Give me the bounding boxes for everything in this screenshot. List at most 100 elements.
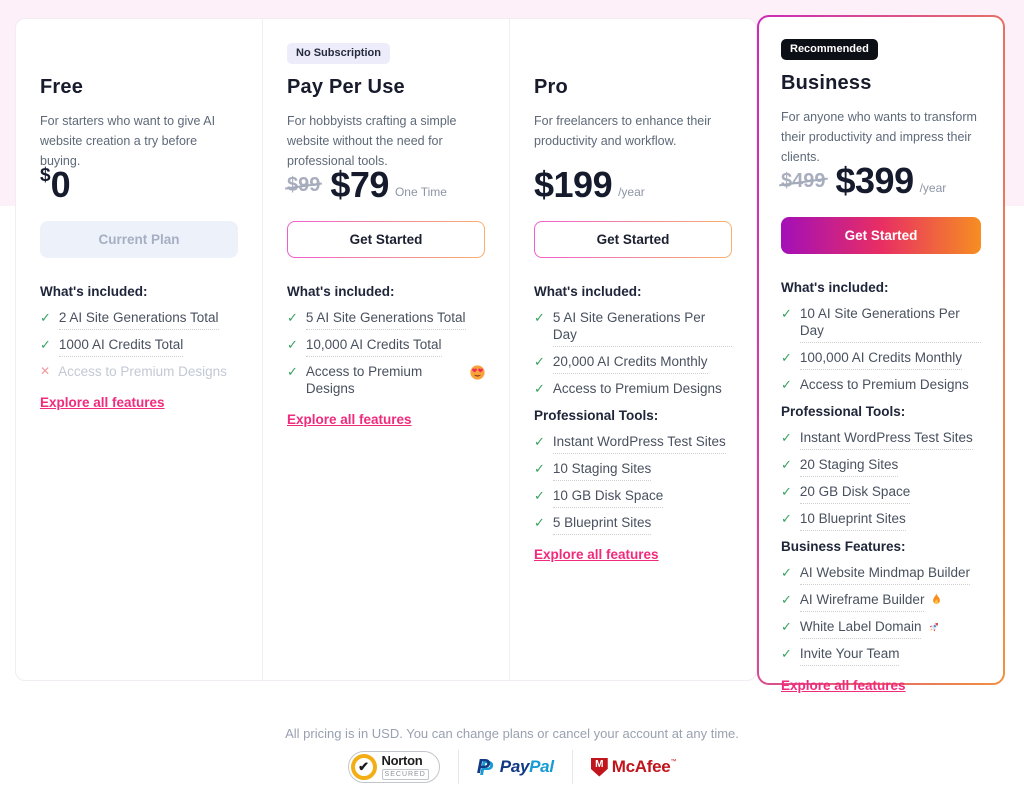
feature-item: ✓ Access to Premium Designs: [287, 363, 485, 400]
rocket-emoji: [926, 620, 941, 640]
heart-eyes-emoji: [470, 365, 485, 385]
plan-description: For anyone who wants to transform their …: [781, 110, 977, 164]
feature-list: ✓ 10 AI Site Generations Per Day ✓ 100,0…: [781, 305, 981, 396]
price: $99 $79 One Time: [287, 161, 485, 209]
fire-emoji: [929, 593, 944, 613]
feature-item-excluded: ✕ Access to Premium Designs: [40, 364, 227, 379]
feature-list: ✓ AI Website Mindmap Builder ✓ AI Wirefr…: [781, 564, 981, 666]
get-started-button[interactable]: Get Started: [287, 221, 485, 258]
feature-item: ✓ 10 Staging Sites: [534, 460, 732, 481]
pricing-note: All pricing is in USD. You can change pl…: [285, 726, 739, 741]
plan-title: Business: [781, 72, 872, 94]
plan-title: Pay Per Use: [287, 76, 405, 98]
plans-panel: Free For starters who want to give AI we…: [15, 18, 757, 681]
plan-description: For hobbyists crafting a simple website …: [287, 114, 457, 168]
plan-description: For starters who want to give AI website…: [40, 114, 216, 168]
price-amount: $79: [330, 164, 389, 205]
get-started-button[interactable]: Get Started: [534, 221, 732, 258]
feature-item: ✓ 10 GB Disk Space: [534, 487, 732, 508]
badge-slot: [534, 43, 732, 64]
plan-card-free: Free For starters who want to give AI we…: [16, 19, 262, 680]
mcafee-label: McAfee: [611, 757, 671, 776]
feature-item: ✓ Instant WordPress Test Sites: [781, 429, 981, 450]
price: $499 $399 /year: [781, 157, 981, 205]
check-icon: ✓: [781, 377, 792, 392]
section-heading: What's included:: [534, 284, 642, 299]
check-icon: ✓: [781, 306, 792, 321]
check-icon: ✓: [534, 354, 545, 369]
feature-item: ✓ 20 GB Disk Space: [781, 483, 981, 504]
check-icon: ✓: [534, 488, 545, 503]
current-plan-button[interactable]: Current Plan: [40, 221, 238, 258]
feature-item: ✓ 2 AI Site Generations Total: [40, 309, 238, 330]
check-icon: ✓: [781, 457, 792, 472]
badge-slot: [40, 43, 238, 64]
check-icon: ✓: [40, 310, 51, 325]
feature-item: ✓ 5 AI Site Generations Total: [287, 309, 485, 330]
feature-item: ✓ 20,000 AI Credits Monthly: [534, 353, 732, 374]
norton-check-icon: ✔: [350, 754, 377, 780]
check-icon: ✓: [40, 337, 51, 352]
paypal-label: Pay: [499, 757, 530, 776]
feature-list: ✓ Instant WordPress Test Sites ✓ 10 Stag…: [534, 433, 732, 535]
cross-icon: ✕: [40, 364, 51, 378]
feature-item: ✓ AI Wireframe Builder: [781, 591, 981, 612]
norton-secured-label: SECURED: [381, 769, 429, 780]
check-icon: ✓: [781, 619, 792, 634]
plan-title: Free: [40, 76, 84, 98]
feature-list: ✓ 2 AI Site Generations Total ✓ 1000 AI …: [40, 309, 238, 383]
explore-all-features-link[interactable]: Explore all features: [534, 547, 659, 562]
trademark-mark: ™: [670, 759, 677, 765]
feature-item: ✓ Access to Premium Designs: [781, 377, 969, 392]
check-icon: ✓: [287, 364, 298, 379]
badge-slot: Recommended: [781, 39, 981, 60]
price-amount: $399: [835, 160, 915, 201]
check-icon: ✓: [287, 337, 298, 352]
section-heading: What's included:: [287, 284, 395, 299]
check-icon: ✓: [534, 310, 545, 325]
plan-description: For freelancers to enhance their product…: [534, 114, 712, 148]
section-heading: What's included:: [40, 284, 148, 299]
price: $199 /year: [534, 161, 732, 209]
feature-item: ✓ 1000 AI Credits Total: [40, 336, 238, 357]
feature-item: ✓ 5 AI Site Generations Per Day: [534, 309, 732, 347]
section-heading: Professional Tools:: [534, 408, 659, 423]
price-amount: 0: [50, 164, 71, 205]
feature-item: ✓ 10,000 AI Credits Total: [287, 336, 485, 357]
check-icon: ✓: [781, 565, 792, 580]
explore-all-features-link[interactable]: Explore all features: [40, 395, 165, 410]
norton-secured-badge: ✔ Norton SECURED: [347, 751, 440, 783]
section-heading: What's included:: [781, 280, 889, 295]
check-icon: ✓: [781, 511, 792, 526]
explore-all-features-link[interactable]: Explore all features: [287, 412, 412, 427]
check-icon: ✓: [781, 430, 792, 445]
feature-list: ✓ 5 AI Site Generations Total ✓ 10,000 A…: [287, 309, 485, 400]
get-started-button[interactable]: Get Started: [781, 217, 981, 254]
check-icon: ✓: [287, 310, 298, 325]
check-icon: ✓: [534, 461, 545, 476]
no-subscription-badge: No Subscription: [287, 43, 390, 64]
section-heading: Professional Tools:: [781, 404, 906, 419]
explore-all-features-link[interactable]: Explore all features: [781, 678, 906, 693]
divider: [457, 750, 459, 784]
feature-list: ✓ 5 AI Site Generations Per Day ✓ 20,000…: [534, 309, 732, 400]
feature-item: ✓ Access to Premium Designs: [534, 381, 722, 396]
price-period: /year: [618, 185, 645, 199]
plan-card-business: Recommended Business For anyone who want…: [757, 15, 1005, 693]
paypal-icon: P P: [476, 756, 494, 780]
badge-slot: No Subscription: [287, 43, 485, 64]
recommended-badge: Recommended: [781, 39, 878, 60]
divider: [571, 750, 573, 784]
feature-item: ✓ 10 AI Site Generations Per Day: [781, 305, 981, 343]
old-price: $499: [781, 169, 826, 192]
paypal-logo: P P Pay Pal: [476, 756, 554, 780]
feature-item: ✓ Invite Your Team: [781, 645, 981, 666]
check-icon: ✓: [534, 434, 545, 449]
section-heading: Business Features:: [781, 539, 906, 554]
plan-card-pay-per-use: No Subscription Pay Per Use For hobbyist…: [262, 19, 509, 680]
check-icon: ✓: [534, 515, 545, 530]
feature-item: ✓ 20 Staging Sites: [781, 456, 981, 477]
price-currency: $: [40, 165, 51, 186]
trust-badges-row: ✔ Norton SECURED P P Pay Pal M McAfee ™: [0, 750, 1024, 784]
feature-item: ✓ AI Website Mindmap Builder: [781, 564, 981, 585]
